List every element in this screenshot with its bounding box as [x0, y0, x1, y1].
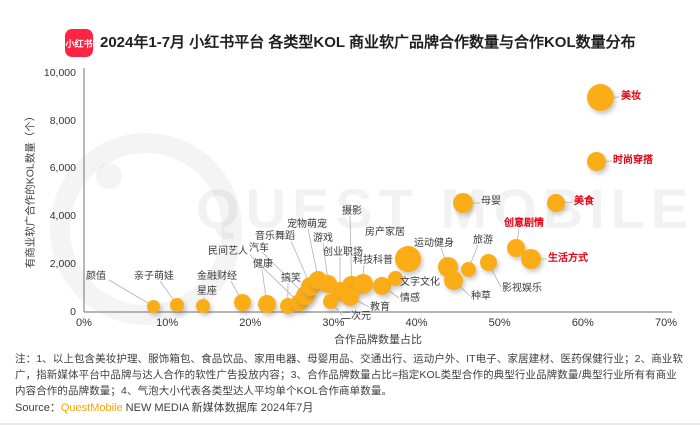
chart-bubble — [444, 271, 464, 291]
y-axis-tick-label: 6,000 — [49, 162, 76, 175]
chart-bubble-label: 星座 — [197, 286, 217, 297]
x-axis-tick-label: 40% — [405, 317, 428, 329]
chart-bubble-label: 运动健身 — [414, 238, 454, 249]
chart-bubble-label: 旅游 — [473, 235, 493, 246]
y-axis-tick-label: 8,000 — [49, 114, 76, 127]
y-axis-tick-label: 0 — [70, 306, 76, 318]
chart-bubble — [395, 245, 422, 272]
x-axis-tick-label: 20% — [239, 317, 262, 329]
source-prefix: Source： — [15, 402, 61, 414]
chart-bubble-label: 二次元 — [341, 311, 371, 322]
xiaohongshu-logo: 小红书 — [65, 29, 93, 57]
x-axis-tick-label: 50% — [488, 317, 511, 329]
chart-bubble-label: 生活方式 — [548, 253, 588, 264]
chart-bubble-label: 颜值 — [86, 271, 106, 282]
xiaohongshu-logo-text: 小红书 — [65, 38, 93, 49]
chart-bubble — [479, 254, 497, 272]
chart-bubble — [587, 152, 607, 172]
chart-bubble — [373, 276, 392, 295]
chart-bubble-label: 时尚穿搭 — [613, 155, 653, 166]
chart-bubble — [547, 193, 566, 212]
chart-bubble — [146, 299, 160, 313]
footnote-text: 注：1、以上包含美妆护理、服饰箱包、食品饮品、家用电器、母婴用品、交通出行、运动… — [15, 353, 684, 397]
x-axis-tick-label: 0% — [76, 317, 92, 329]
chart-bubble-label: 创业职场 — [323, 247, 363, 258]
chart-bubble-label: 健康 — [253, 259, 273, 270]
chart-bubble-label: 音乐舞蹈 — [255, 231, 295, 242]
y-axis-tick-label: 2,000 — [49, 258, 76, 271]
chart-bubble — [460, 262, 476, 278]
chart-bubble — [453, 192, 474, 213]
chart-bubble — [341, 287, 360, 306]
source-line: Source：QuestMobile NEW MEDIA 新媒体数据库 2024… — [15, 399, 313, 415]
x-axis-tick-label: 10% — [156, 317, 179, 329]
chart-bubble-label: 金融财经 — [197, 271, 237, 282]
chart-bubble-label: 母婴 — [481, 196, 501, 207]
chart-bubble-label: 民间艺人 — [208, 246, 248, 257]
chart-bubble-label: 影视娱乐 — [502, 283, 542, 294]
x-axis-tick-label: 70% — [654, 317, 677, 329]
chart-bubble-label: 创意剧情 — [504, 218, 544, 229]
chart-bubble-label: 文字文化 — [400, 277, 440, 288]
page-title: 2024年1-7月 小红书平台 各类型KOL 商业软广品牌合作数量与合作KOL数… — [100, 34, 636, 51]
chart-bubble — [586, 84, 614, 112]
chart-bubble — [507, 238, 526, 257]
chart-bubble — [195, 299, 210, 314]
chart-bubble — [521, 248, 542, 269]
chart-bubble-label: 游戏 — [313, 233, 333, 244]
questmobile-watermark-text: QUEST MOBILE — [196, 177, 695, 240]
x-axis-tick-label: 60% — [571, 317, 594, 329]
chart-bubble-label: 摄影 — [342, 206, 362, 217]
chart-bubble-label: 种草 — [471, 291, 491, 302]
source-suffix: NEW MEDIA 新媒体数据库 2024年7月 — [122, 402, 314, 414]
chart-bubble-label: 汽车 — [249, 243, 269, 254]
source-brand: QuestMobile — [60, 402, 123, 414]
x-axis-title: 合作品牌数量占比 — [334, 334, 422, 346]
chart-bubble-label: 美妆 — [621, 91, 641, 102]
questmobile-watermark-dot-icon — [96, 163, 122, 189]
chart-bubble-label: 美食 — [574, 196, 594, 207]
y-axis-tick-label: 4,000 — [49, 210, 76, 223]
chart-bubble — [234, 294, 252, 312]
chart-bubble-label: 科技科普 — [353, 255, 393, 266]
chart-bubble-label: 教育 — [370, 302, 390, 313]
chart-bubble — [257, 295, 276, 314]
chart-bubble — [388, 270, 404, 286]
chart-bubble — [323, 294, 339, 310]
x-axis-tick-label: 30% — [322, 317, 345, 329]
chart-bubble-label: 情感 — [400, 293, 420, 304]
chart-bubble — [352, 274, 373, 294]
chart-bubble-label: 宠物萌宠 — [287, 219, 327, 230]
y-axis-tick-label: 10,000 — [43, 66, 76, 79]
chart-bubble-label: 房产家居 — [365, 227, 405, 238]
chart-bubble-label: 搞笑 — [281, 273, 301, 284]
chart-bubble-label: 亲子萌娃 — [134, 271, 174, 282]
chart-bubble — [170, 297, 185, 312]
